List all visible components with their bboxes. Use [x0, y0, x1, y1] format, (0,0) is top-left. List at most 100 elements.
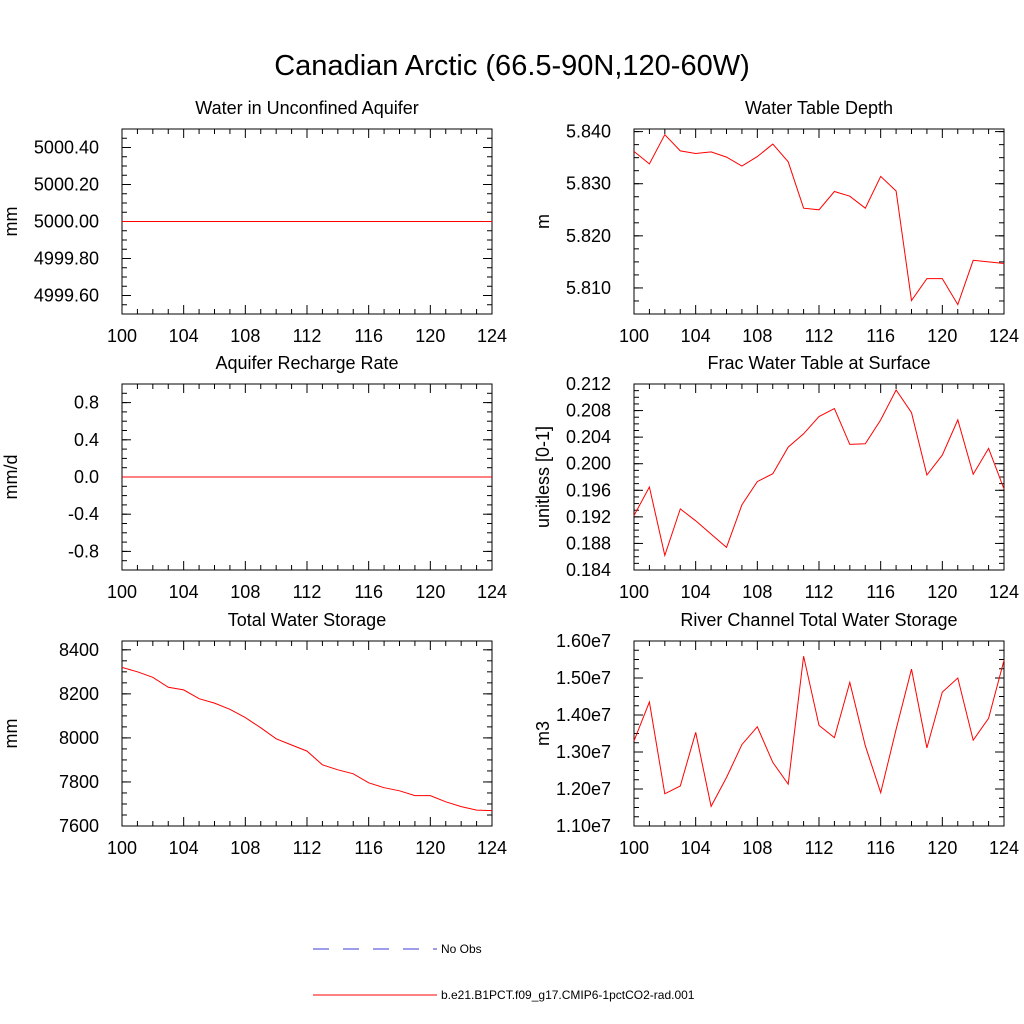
plot-frame — [633, 640, 1005, 827]
y-axis-label: mm — [1, 207, 21, 237]
y-axis-label: unitless [0-1] — [533, 426, 553, 528]
panel-4: Frac Water Table at Surface 100 104 108 112 1… — [533, 353, 1019, 602]
legend-obs-label: No Obs — [441, 942, 482, 956]
x-tick-label: 116 — [866, 326, 895, 346]
x-tick-label: 100 — [107, 838, 137, 858]
y-tick-label: 0.192 — [566, 507, 611, 527]
y-tick-label: 5.820 — [566, 226, 611, 246]
x-tick-label: 120 — [415, 838, 445, 858]
plot-frame — [633, 383, 1005, 571]
x-tick-label: 120 — [927, 838, 957, 858]
y-tick-label: 8000 — [59, 728, 99, 748]
series-line — [633, 656, 1005, 808]
x-tick-label: 104 — [681, 326, 711, 346]
y-tick-label: 5.840 — [566, 122, 611, 142]
y-tick-label: 8400 — [59, 640, 99, 660]
x-tick-label: 104 — [681, 582, 711, 602]
x-tick-label: 104 — [169, 582, 199, 602]
legend-model-label: b.e21.B1PCT.f09_g17.CMIP6-1pctCO2-rad.00… — [441, 988, 695, 1002]
x-tick-label: 100 — [619, 582, 649, 602]
y-tick-label: 0.0 — [74, 467, 99, 487]
x-tick-label: 112 — [805, 838, 834, 858]
y-tick-label: 5000.20 — [34, 175, 99, 195]
x-tick-label: 112 — [293, 582, 322, 602]
series-line — [633, 133, 1005, 306]
x-tick-label: 100 — [107, 582, 137, 602]
panel-5: Total Water Storage 100 104 108 112 116 120 124… — [1, 610, 507, 858]
y-tick-label: 0.4 — [74, 430, 99, 450]
x-tick-label: 124 — [989, 326, 1019, 346]
panel-1: Water in Unconfined Aquifer 100 104 108 112 1… — [1, 98, 507, 346]
y-tick-label: 8200 — [59, 684, 99, 704]
y-tick-label: 1.50e7 — [556, 668, 611, 688]
panel-2: Water Table Depth 100 104 108 112 116 120 124 5.… — [533, 98, 1019, 346]
x-tick-label: 124 — [477, 326, 507, 346]
y-tick-label: 7800 — [59, 772, 99, 792]
y-tick-label: 4999.80 — [34, 249, 99, 269]
panel-title: Aquifer Recharge Rate — [215, 353, 398, 373]
series-line — [633, 389, 1005, 558]
x-tick-label: 104 — [169, 326, 199, 346]
y-tick-label: 0.212 — [566, 374, 611, 394]
x-tick-label: 120 — [927, 326, 957, 346]
y-tick-label: 0.184 — [566, 560, 611, 580]
x-tick-label: 120 — [415, 326, 445, 346]
y-axis-label: m3 — [533, 721, 553, 746]
y-tick-label: 0.204 — [566, 427, 611, 447]
x-tick-label: 124 — [989, 582, 1019, 602]
y-tick-label: 5.810 — [566, 278, 611, 298]
x-tick-label: 116 — [354, 326, 383, 346]
x-tick-label: 108 — [230, 582, 260, 602]
y-tick-label: 0.8 — [74, 393, 99, 413]
y-tick-label: 1.40e7 — [556, 705, 611, 725]
x-tick-label: 124 — [989, 838, 1019, 858]
y-tick-label: -0.8 — [68, 541, 99, 561]
x-tick-label: 104 — [169, 838, 199, 858]
series-line — [121, 666, 493, 812]
figure-title: Canadian Arctic (66.5-90N,120-60W) — [274, 50, 750, 82]
x-tick-label: 124 — [477, 838, 507, 858]
panel-title: Water Table Depth — [745, 98, 893, 118]
y-tick-label: 5.830 — [566, 174, 611, 194]
x-tick-label: 108 — [742, 582, 772, 602]
panel-title: Total Water Storage — [228, 610, 386, 630]
x-tick-label: 100 — [619, 326, 649, 346]
x-tick-label: 112 — [805, 582, 834, 602]
x-tick-label: 108 — [230, 838, 260, 858]
y-axis-label: mm — [1, 719, 21, 749]
y-tick-label: 5000.40 — [34, 138, 99, 158]
panel-title: Frac Water Table at Surface — [707, 353, 930, 373]
y-tick-label: 4999.60 — [34, 286, 99, 306]
y-tick-label: 1.60e7 — [556, 631, 611, 651]
panel-title: Water in Unconfined Aquifer — [195, 98, 418, 118]
y-tick-label: 1.10e7 — [556, 816, 611, 836]
panel-3: Aquifer Recharge Rate 100 104 108 112 116 120 1… — [1, 353, 507, 602]
panel-title: River Channel Total Water Storage — [680, 610, 957, 630]
x-tick-label: 112 — [293, 326, 322, 346]
plot-frame — [633, 128, 1005, 315]
x-tick-label: 112 — [293, 838, 322, 858]
x-tick-label: 120 — [415, 582, 445, 602]
x-tick-label: 108 — [742, 326, 772, 346]
x-tick-label: 112 — [805, 326, 834, 346]
x-tick-label: 100 — [107, 326, 137, 346]
x-tick-label: 116 — [866, 838, 895, 858]
y-tick-label: 7600 — [59, 816, 99, 836]
panel-6: River Channel Total Water Storage 100 104 1… — [533, 610, 1019, 858]
y-tick-label: -0.4 — [68, 504, 99, 524]
y-tick-label: 0.196 — [566, 480, 611, 500]
x-tick-label: 116 — [354, 582, 383, 602]
y-tick-label: 5000.00 — [34, 212, 99, 232]
x-tick-label: 108 — [230, 326, 260, 346]
x-tick-label: 104 — [681, 838, 711, 858]
x-tick-label: 100 — [619, 838, 649, 858]
y-tick-label: 1.20e7 — [556, 779, 611, 799]
x-tick-label: 116 — [354, 838, 383, 858]
y-tick-label: 1.30e7 — [556, 742, 611, 762]
x-tick-label: 108 — [742, 838, 772, 858]
x-tick-label: 116 — [866, 582, 895, 602]
y-tick-label: 0.200 — [566, 454, 611, 474]
y-axis-label: mm/d — [1, 455, 21, 500]
y-axis-label: m — [533, 214, 553, 229]
